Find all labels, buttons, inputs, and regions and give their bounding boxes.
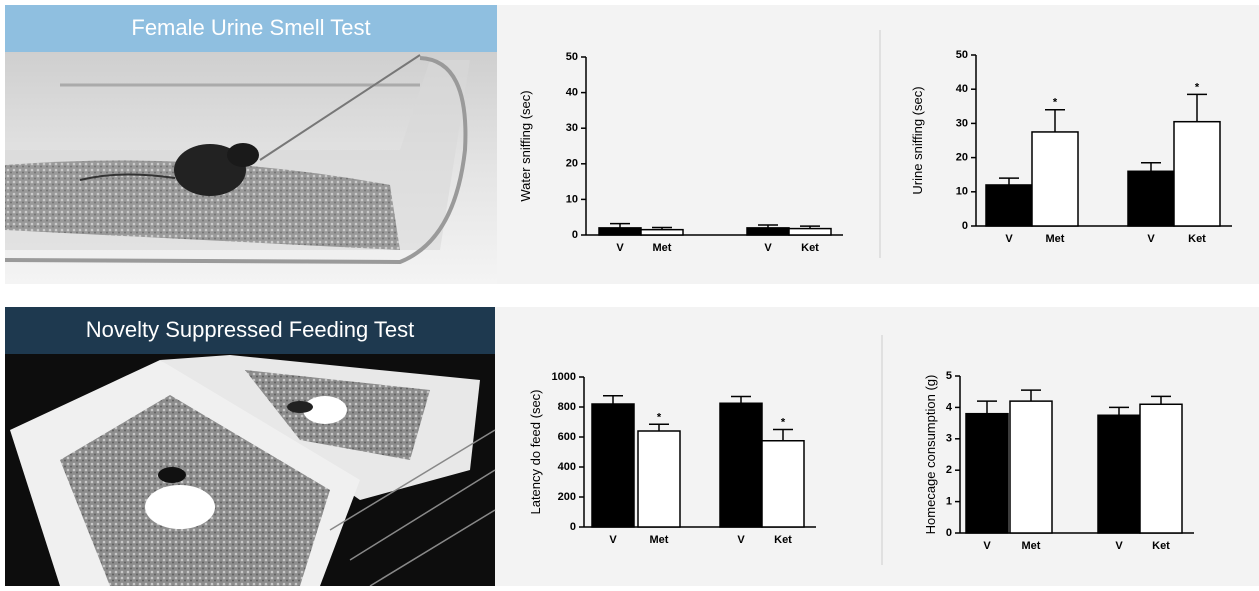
x-tick-label: V (764, 242, 772, 254)
bar (638, 431, 680, 527)
y-tick-label: 10 (566, 193, 578, 205)
y-tick-label: 0 (946, 527, 952, 539)
y-tick-label: 400 (558, 461, 576, 473)
x-tick-label: V (737, 534, 745, 546)
bar (1140, 404, 1182, 533)
figure: Female Urine Smell Test Novelty Suppress… (0, 0, 1259, 586)
bar (720, 403, 762, 527)
y-tick-label: 4 (946, 401, 953, 413)
x-tick-label: Met (653, 242, 672, 254)
significance-marker: * (1195, 81, 1200, 93)
x-tick-label: Met (1022, 540, 1041, 552)
y-tick-label: 40 (566, 87, 578, 99)
bar (1128, 171, 1174, 226)
bar (789, 229, 831, 235)
y-tick-label: 200 (558, 491, 576, 503)
y-tick-label: 0 (570, 521, 576, 533)
x-tick-label: V (983, 540, 991, 552)
bar (1098, 415, 1140, 533)
bar (1032, 132, 1078, 226)
y-tick-label: 2 (946, 464, 952, 476)
bar (599, 228, 641, 235)
y-tick-label: 30 (956, 117, 968, 129)
x-tick-label: Ket (801, 242, 819, 254)
y-tick-label: 20 (956, 152, 968, 164)
significance-marker: * (1053, 97, 1058, 109)
bar (1174, 122, 1220, 226)
y-tick-label: 600 (558, 431, 576, 443)
x-tick-label: Ket (774, 534, 792, 546)
y-axis-label: Homecage consumption (g) (923, 375, 938, 535)
y-tick-label: 800 (558, 401, 576, 413)
y-axis-label: Urine sniffing (sec) (910, 86, 925, 194)
significance-marker: * (657, 411, 662, 423)
photo-feeding-test (5, 354, 495, 586)
x-tick-label: V (1005, 233, 1013, 245)
x-tick-label: Ket (1188, 233, 1206, 245)
y-tick-label: 40 (956, 83, 968, 95)
bar (641, 230, 683, 235)
panel-header: Novelty Suppressed Feeding Test (86, 317, 415, 342)
x-tick-label: Met (1046, 233, 1065, 245)
significance-marker: * (781, 417, 786, 429)
y-tick-label: 50 (566, 51, 578, 63)
bar (986, 185, 1032, 226)
x-tick-label: Met (650, 534, 669, 546)
bar (966, 414, 1008, 533)
x-tick-label: V (616, 242, 624, 254)
photo-urine-test (5, 52, 497, 284)
panel-header: Female Urine Smell Test (131, 15, 370, 40)
x-tick-label: V (1115, 540, 1123, 552)
bar (1010, 401, 1052, 533)
y-axis-label: Latency do feed (sec) (528, 389, 543, 514)
y-tick-label: 30 (566, 122, 578, 134)
y-tick-label: 50 (956, 49, 968, 61)
x-tick-label: V (609, 534, 617, 546)
y-tick-label: 1 (946, 496, 952, 508)
y-tick-label: 0 (572, 229, 578, 241)
y-axis-label: Water sniffing (sec) (518, 90, 533, 201)
y-tick-label: 10 (956, 186, 968, 198)
y-tick-label: 20 (566, 158, 578, 170)
x-tick-label: V (1147, 233, 1155, 245)
y-tick-label: 0 (962, 220, 968, 232)
panel-bg (497, 5, 1259, 284)
y-tick-label: 5 (946, 370, 952, 382)
bar (747, 228, 789, 235)
y-tick-label: 3 (946, 433, 952, 445)
bar (762, 441, 804, 527)
x-tick-label: Ket (1152, 540, 1170, 552)
y-tick-label: 1000 (552, 371, 576, 383)
bar (592, 404, 634, 527)
